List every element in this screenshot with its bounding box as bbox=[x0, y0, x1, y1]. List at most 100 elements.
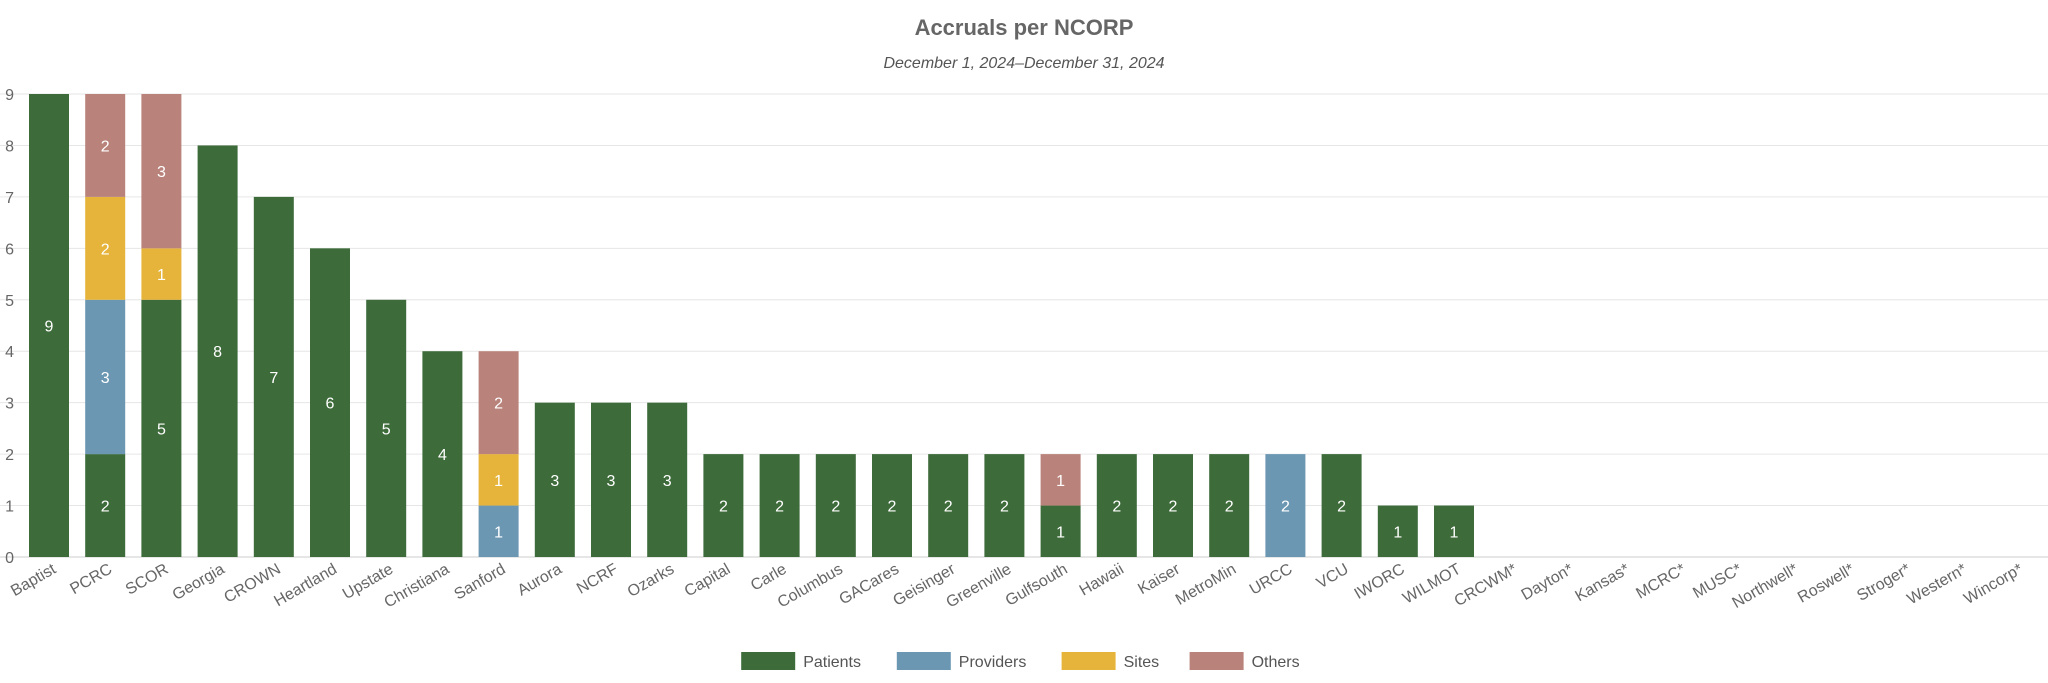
bar-patients-10 bbox=[591, 402, 631, 557]
data-label: 2 bbox=[101, 241, 110, 258]
x-category-label: GACares bbox=[837, 561, 902, 609]
bar-patients-19 bbox=[1096, 454, 1137, 557]
y-tick-label: 9 bbox=[5, 87, 14, 104]
data-label: 1 bbox=[1056, 473, 1065, 490]
x-category-label: Sanford bbox=[452, 561, 509, 604]
data-label: 2 bbox=[944, 499, 953, 516]
x-category-label: IWORC bbox=[1352, 561, 1408, 603]
bar-patients-15 bbox=[872, 454, 912, 557]
bar-patients-2 bbox=[141, 299, 182, 557]
data-label: 2 bbox=[1281, 499, 1290, 516]
data-label: 2 bbox=[831, 499, 840, 516]
x-category-label: URCC bbox=[1247, 561, 1296, 599]
y-tick-label: 1 bbox=[5, 499, 14, 516]
x-category-label: NCRF bbox=[574, 561, 621, 598]
data-label: 2 bbox=[101, 138, 110, 155]
y-tick-label: 0 bbox=[5, 550, 14, 567]
y-tick-label: 4 bbox=[5, 344, 14, 361]
x-category-label: Western* bbox=[1905, 561, 1970, 608]
x-category-label: Roswell* bbox=[1795, 561, 1857, 607]
x-category-label: Hawaii bbox=[1077, 561, 1127, 600]
data-label: 3 bbox=[607, 473, 616, 490]
data-label: 5 bbox=[382, 421, 391, 438]
x-category-label: Dayton* bbox=[1519, 561, 1577, 604]
bar-providers-8 bbox=[478, 505, 519, 557]
x-category-label: Kansas* bbox=[1572, 561, 1632, 606]
bar-providers-1 bbox=[85, 299, 126, 455]
y-tick-label: 8 bbox=[5, 138, 14, 155]
bar-patients-12 bbox=[703, 454, 744, 557]
data-label: 1 bbox=[157, 267, 166, 284]
bar-others-8 bbox=[478, 351, 519, 455]
bar-patients-20 bbox=[1153, 454, 1193, 557]
bars bbox=[29, 94, 1474, 558]
data-label: 6 bbox=[326, 396, 335, 413]
y-tick-label: 2 bbox=[5, 447, 14, 464]
bar-patients-4 bbox=[253, 196, 294, 557]
y-axis-ticks: 0 1 2 3 4 5 6 7 8 9 bbox=[5, 87, 14, 567]
data-label: 2 bbox=[775, 499, 784, 516]
x-category-label: Columbus bbox=[775, 561, 846, 612]
bar-patients-6 bbox=[366, 299, 407, 557]
y-tick-label: 3 bbox=[5, 396, 14, 413]
x-category-label: MetroMin bbox=[1173, 561, 1239, 609]
bar-others-1 bbox=[85, 94, 126, 197]
x-category-label: SCOR bbox=[123, 561, 172, 599]
data-label: 8 bbox=[213, 344, 222, 361]
legend-swatch-providers bbox=[896, 652, 951, 670]
legend-label-others: Others bbox=[1252, 654, 1300, 671]
x-category-label: MCRC* bbox=[1633, 561, 1688, 603]
x-category-label: Aurora bbox=[515, 561, 565, 600]
data-label: 2 bbox=[888, 499, 897, 516]
data-label: 2 bbox=[1169, 499, 1178, 516]
data-label: 9 bbox=[45, 319, 54, 336]
bar-patients-25 bbox=[1434, 505, 1474, 557]
y-tick-label: 7 bbox=[5, 190, 14, 207]
data-label: 3 bbox=[157, 164, 166, 181]
data-label: 4 bbox=[438, 447, 447, 464]
bar-patients-7 bbox=[422, 351, 463, 557]
bar-sites-8 bbox=[478, 454, 519, 506]
data-label: 3 bbox=[101, 370, 110, 387]
data-label: 3 bbox=[663, 473, 672, 490]
legend-label-sites: Sites bbox=[1124, 654, 1160, 671]
data-labels: 9 2 3 2 2 5 1 3 8 7 6 5 4 1 1 2 3 3 3 2 2 2 2 2 2 1 1 2 2 2 2 2 1 1 bbox=[45, 138, 1459, 541]
legend-swatch-patients bbox=[741, 652, 796, 670]
bar-patients-23 bbox=[1321, 454, 1362, 557]
bar-sites-1 bbox=[85, 196, 126, 300]
bar-patients-5 bbox=[310, 248, 350, 558]
data-label: 2 bbox=[1000, 499, 1009, 516]
bar-sites-2 bbox=[141, 248, 182, 300]
bar-patients-11 bbox=[647, 402, 688, 557]
data-label: 2 bbox=[101, 499, 110, 516]
bar-patients-24 bbox=[1377, 505, 1418, 557]
data-label: 7 bbox=[269, 370, 278, 387]
x-category-label: Capital bbox=[682, 561, 734, 601]
bar-providers-22 bbox=[1265, 454, 1306, 557]
bar-patients-18 bbox=[1040, 505, 1081, 557]
data-label: 1 bbox=[494, 473, 503, 490]
bar-patients-16 bbox=[928, 454, 969, 557]
data-label: 2 bbox=[719, 499, 728, 516]
data-label: 1 bbox=[1056, 524, 1065, 541]
x-category-label: PCRC bbox=[67, 561, 115, 598]
chart-subtitle: December 1, 2024–December 31, 2024 bbox=[883, 55, 1164, 72]
legend-label-providers: Providers bbox=[959, 654, 1027, 671]
x-category-label: CRCWM* bbox=[1452, 561, 1521, 610]
x-category-label: Greenville bbox=[944, 561, 1015, 612]
bar-patients-9 bbox=[534, 402, 575, 557]
bar-patients-17 bbox=[984, 454, 1025, 557]
x-category-label: Christiana bbox=[382, 561, 453, 612]
x-category-label: Baptist bbox=[8, 560, 59, 599]
data-label: 1 bbox=[1450, 524, 1459, 541]
legend-swatch-sites bbox=[1061, 652, 1116, 670]
x-category-label: Stroger* bbox=[1854, 561, 1913, 605]
bar-patients-14 bbox=[815, 454, 856, 557]
x-category-label: VCU bbox=[1314, 561, 1352, 593]
y-tick-label: 6 bbox=[5, 241, 14, 258]
x-category-label: Carle bbox=[748, 561, 790, 595]
bar-others-18 bbox=[1040, 454, 1081, 506]
x-category-label: Georgia bbox=[170, 561, 228, 604]
